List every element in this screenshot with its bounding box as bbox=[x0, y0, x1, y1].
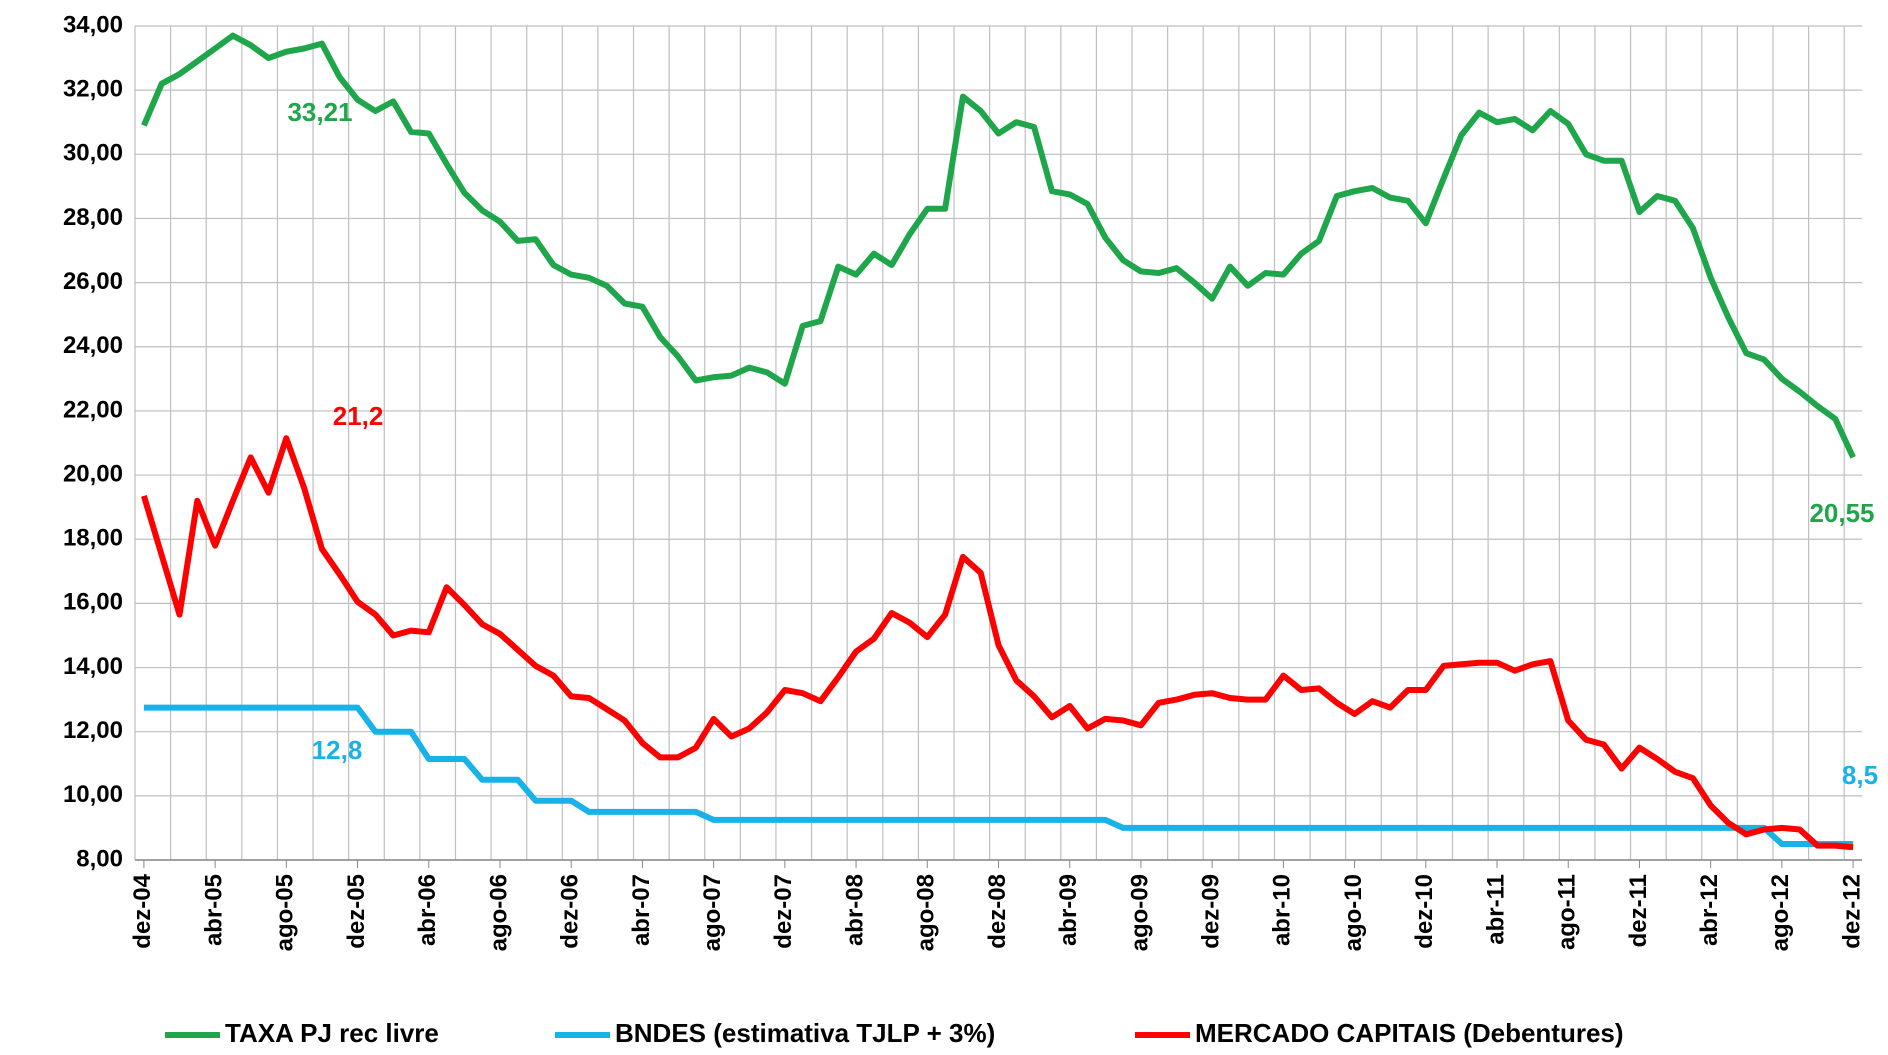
y-tick-label: 26,00 bbox=[63, 268, 123, 295]
y-tick-label: 14,00 bbox=[63, 653, 123, 680]
y-tick-label: 10,00 bbox=[63, 781, 123, 808]
x-tick-label: ago-08 bbox=[913, 874, 940, 951]
x-tick-label: ago-06 bbox=[485, 874, 512, 951]
annotation: 12,8 bbox=[312, 735, 363, 765]
x-tick-label: dez-10 bbox=[1411, 874, 1438, 949]
x-tick-label: ago-12 bbox=[1767, 874, 1794, 951]
x-tick-label: abr-12 bbox=[1696, 874, 1723, 946]
x-tick-label: dez-12 bbox=[1838, 874, 1865, 949]
x-tick-label: dez-07 bbox=[770, 874, 797, 949]
y-tick-label: 20,00 bbox=[63, 460, 123, 487]
x-tick-label: dez-11 bbox=[1625, 874, 1652, 947]
x-tick-label: abr-06 bbox=[414, 874, 441, 946]
x-tick-label: abr-05 bbox=[200, 874, 227, 946]
annotation: 20,55 bbox=[1809, 498, 1874, 528]
x-tick-label: abr-11 bbox=[1482, 874, 1509, 945]
y-tick-label: 16,00 bbox=[63, 589, 123, 616]
y-tick-label: 28,00 bbox=[63, 204, 123, 231]
x-tick-label: ago-07 bbox=[699, 874, 726, 951]
x-tick-label: abr-09 bbox=[1055, 874, 1082, 946]
x-tick-label: dez-09 bbox=[1197, 874, 1224, 949]
y-tick-label: 22,00 bbox=[63, 396, 123, 423]
legend-label: MERCADO CAPITAIS (Debentures) bbox=[1195, 1018, 1624, 1048]
series-line bbox=[143, 704, 1854, 847]
y-tick-label: 24,00 bbox=[63, 332, 123, 359]
x-tick-label: ago-11 bbox=[1554, 874, 1581, 950]
x-tick-label: dez-08 bbox=[984, 874, 1011, 949]
y-tick-label: 30,00 bbox=[63, 140, 123, 167]
legend-label: TAXA PJ rec livre bbox=[225, 1018, 439, 1048]
x-tick-label: abr-08 bbox=[841, 874, 868, 946]
x-tick-label: ago-10 bbox=[1340, 874, 1367, 951]
x-tick-label: dez-05 bbox=[343, 874, 370, 949]
x-tick-label: dez-06 bbox=[557, 874, 584, 949]
y-tick-label: 12,00 bbox=[63, 717, 123, 744]
y-tick-label: 8,00 bbox=[76, 845, 123, 872]
x-tick-label: dez-04 bbox=[129, 873, 156, 948]
x-tick-label: ago-05 bbox=[272, 874, 299, 951]
annotation: 33,21 bbox=[287, 97, 352, 127]
y-tick-label: 34,00 bbox=[63, 11, 123, 38]
y-tick-label: 18,00 bbox=[63, 525, 123, 552]
annotation: 8,5 bbox=[1842, 760, 1878, 790]
annotation: 21,2 bbox=[333, 401, 384, 431]
x-tick-label: ago-09 bbox=[1126, 874, 1153, 951]
series-line bbox=[141, 32, 1856, 459]
x-tick-label: abr-07 bbox=[628, 874, 655, 946]
x-tick-label: abr-10 bbox=[1269, 874, 1296, 946]
y-tick-label: 32,00 bbox=[63, 75, 123, 102]
legend-label: BNDES (estimativa TJLP + 3%) bbox=[615, 1018, 995, 1048]
series-line bbox=[141, 435, 1854, 851]
